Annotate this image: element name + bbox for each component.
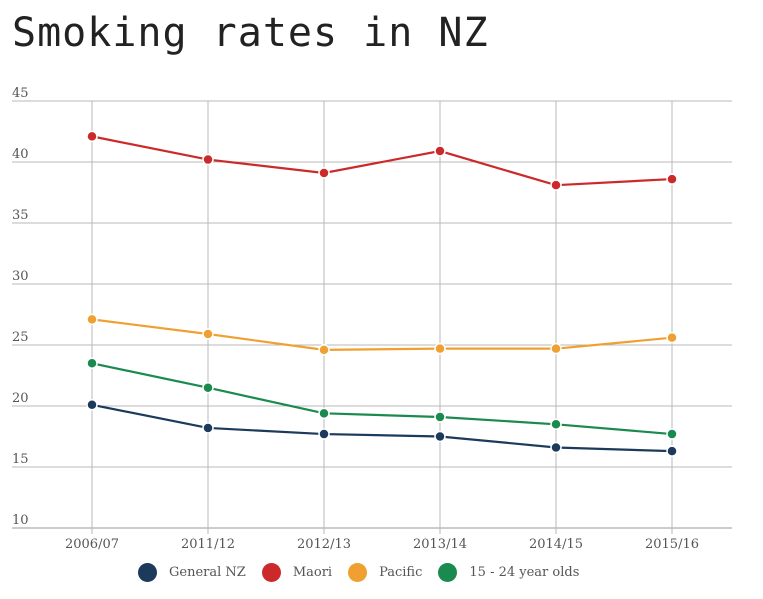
series-maori <box>86 130 678 191</box>
grid <box>12 100 732 534</box>
legend-item: Maori <box>261 563 333 582</box>
data-point <box>666 331 678 344</box>
data-point <box>86 313 98 326</box>
y-tick-label: 20 <box>12 391 29 406</box>
data-point <box>202 328 214 340</box>
legend-item: Pacific <box>348 563 422 582</box>
legend-label: Maori <box>292 565 333 580</box>
series-line <box>91 135 673 187</box>
data-point <box>550 179 562 191</box>
data-point <box>666 428 678 440</box>
data-point <box>434 342 446 355</box>
series-line <box>91 318 673 351</box>
y-tick-label: 35 <box>12 208 29 223</box>
series-line <box>91 403 673 453</box>
data-point <box>434 145 446 157</box>
legend-item: 15 - 24 year olds <box>438 563 579 582</box>
legend: General NZ Maori Pacific 15 - 24 year olds <box>138 563 595 582</box>
data-point <box>86 357 98 370</box>
x-tick-label: 2015/16 <box>645 537 699 552</box>
data-point <box>202 422 214 434</box>
data-point <box>666 445 678 457</box>
data-point <box>550 342 562 355</box>
data-point <box>434 430 446 443</box>
x-tick-label: 2011/12 <box>181 537 235 552</box>
data-point <box>202 381 214 394</box>
tick-labels: 10 15 20 25 30 35 40 45 2006/07 2011/12 2012/13 201… <box>12 86 699 552</box>
data-point <box>86 399 98 411</box>
chart-title: Smoking rates in NZ <box>12 10 489 56</box>
legend-marker <box>261 563 281 582</box>
data-point <box>666 173 678 185</box>
series-lines <box>86 130 678 457</box>
legend-label: General NZ <box>169 565 246 580</box>
series-15-24-year-olds <box>86 357 678 440</box>
data-point <box>86 130 98 143</box>
data-point <box>318 407 330 420</box>
series-general-nz <box>86 399 678 457</box>
data-point <box>318 167 330 179</box>
y-tick-label: 40 <box>12 147 29 162</box>
legend-marker <box>348 563 368 582</box>
legend-label: Pacific <box>379 565 423 580</box>
data-point <box>550 441 562 454</box>
y-tick-label: 30 <box>12 269 29 284</box>
legend-label: 15 - 24 year olds <box>469 565 580 580</box>
x-tick-label: 2012/13 <box>297 537 351 552</box>
y-tick-label: 25 <box>12 330 29 345</box>
series-line <box>91 362 673 436</box>
x-tick-label: 2014/15 <box>529 537 583 552</box>
data-point <box>318 344 330 356</box>
legend-marker <box>138 563 157 582</box>
data-point <box>550 418 562 431</box>
y-tick-label: 10 <box>12 513 29 528</box>
x-tick-label: 2006/07 <box>65 537 119 552</box>
data-point <box>202 153 214 166</box>
data-point <box>318 428 330 440</box>
legend-item: General NZ <box>138 563 246 582</box>
x-tick-label: 2013/14 <box>413 537 467 552</box>
y-tick-label: 45 <box>12 86 29 101</box>
legend-marker <box>438 563 458 582</box>
y-tick-label: 15 <box>12 452 29 467</box>
series-pacific <box>86 313 678 356</box>
data-point <box>434 411 446 423</box>
